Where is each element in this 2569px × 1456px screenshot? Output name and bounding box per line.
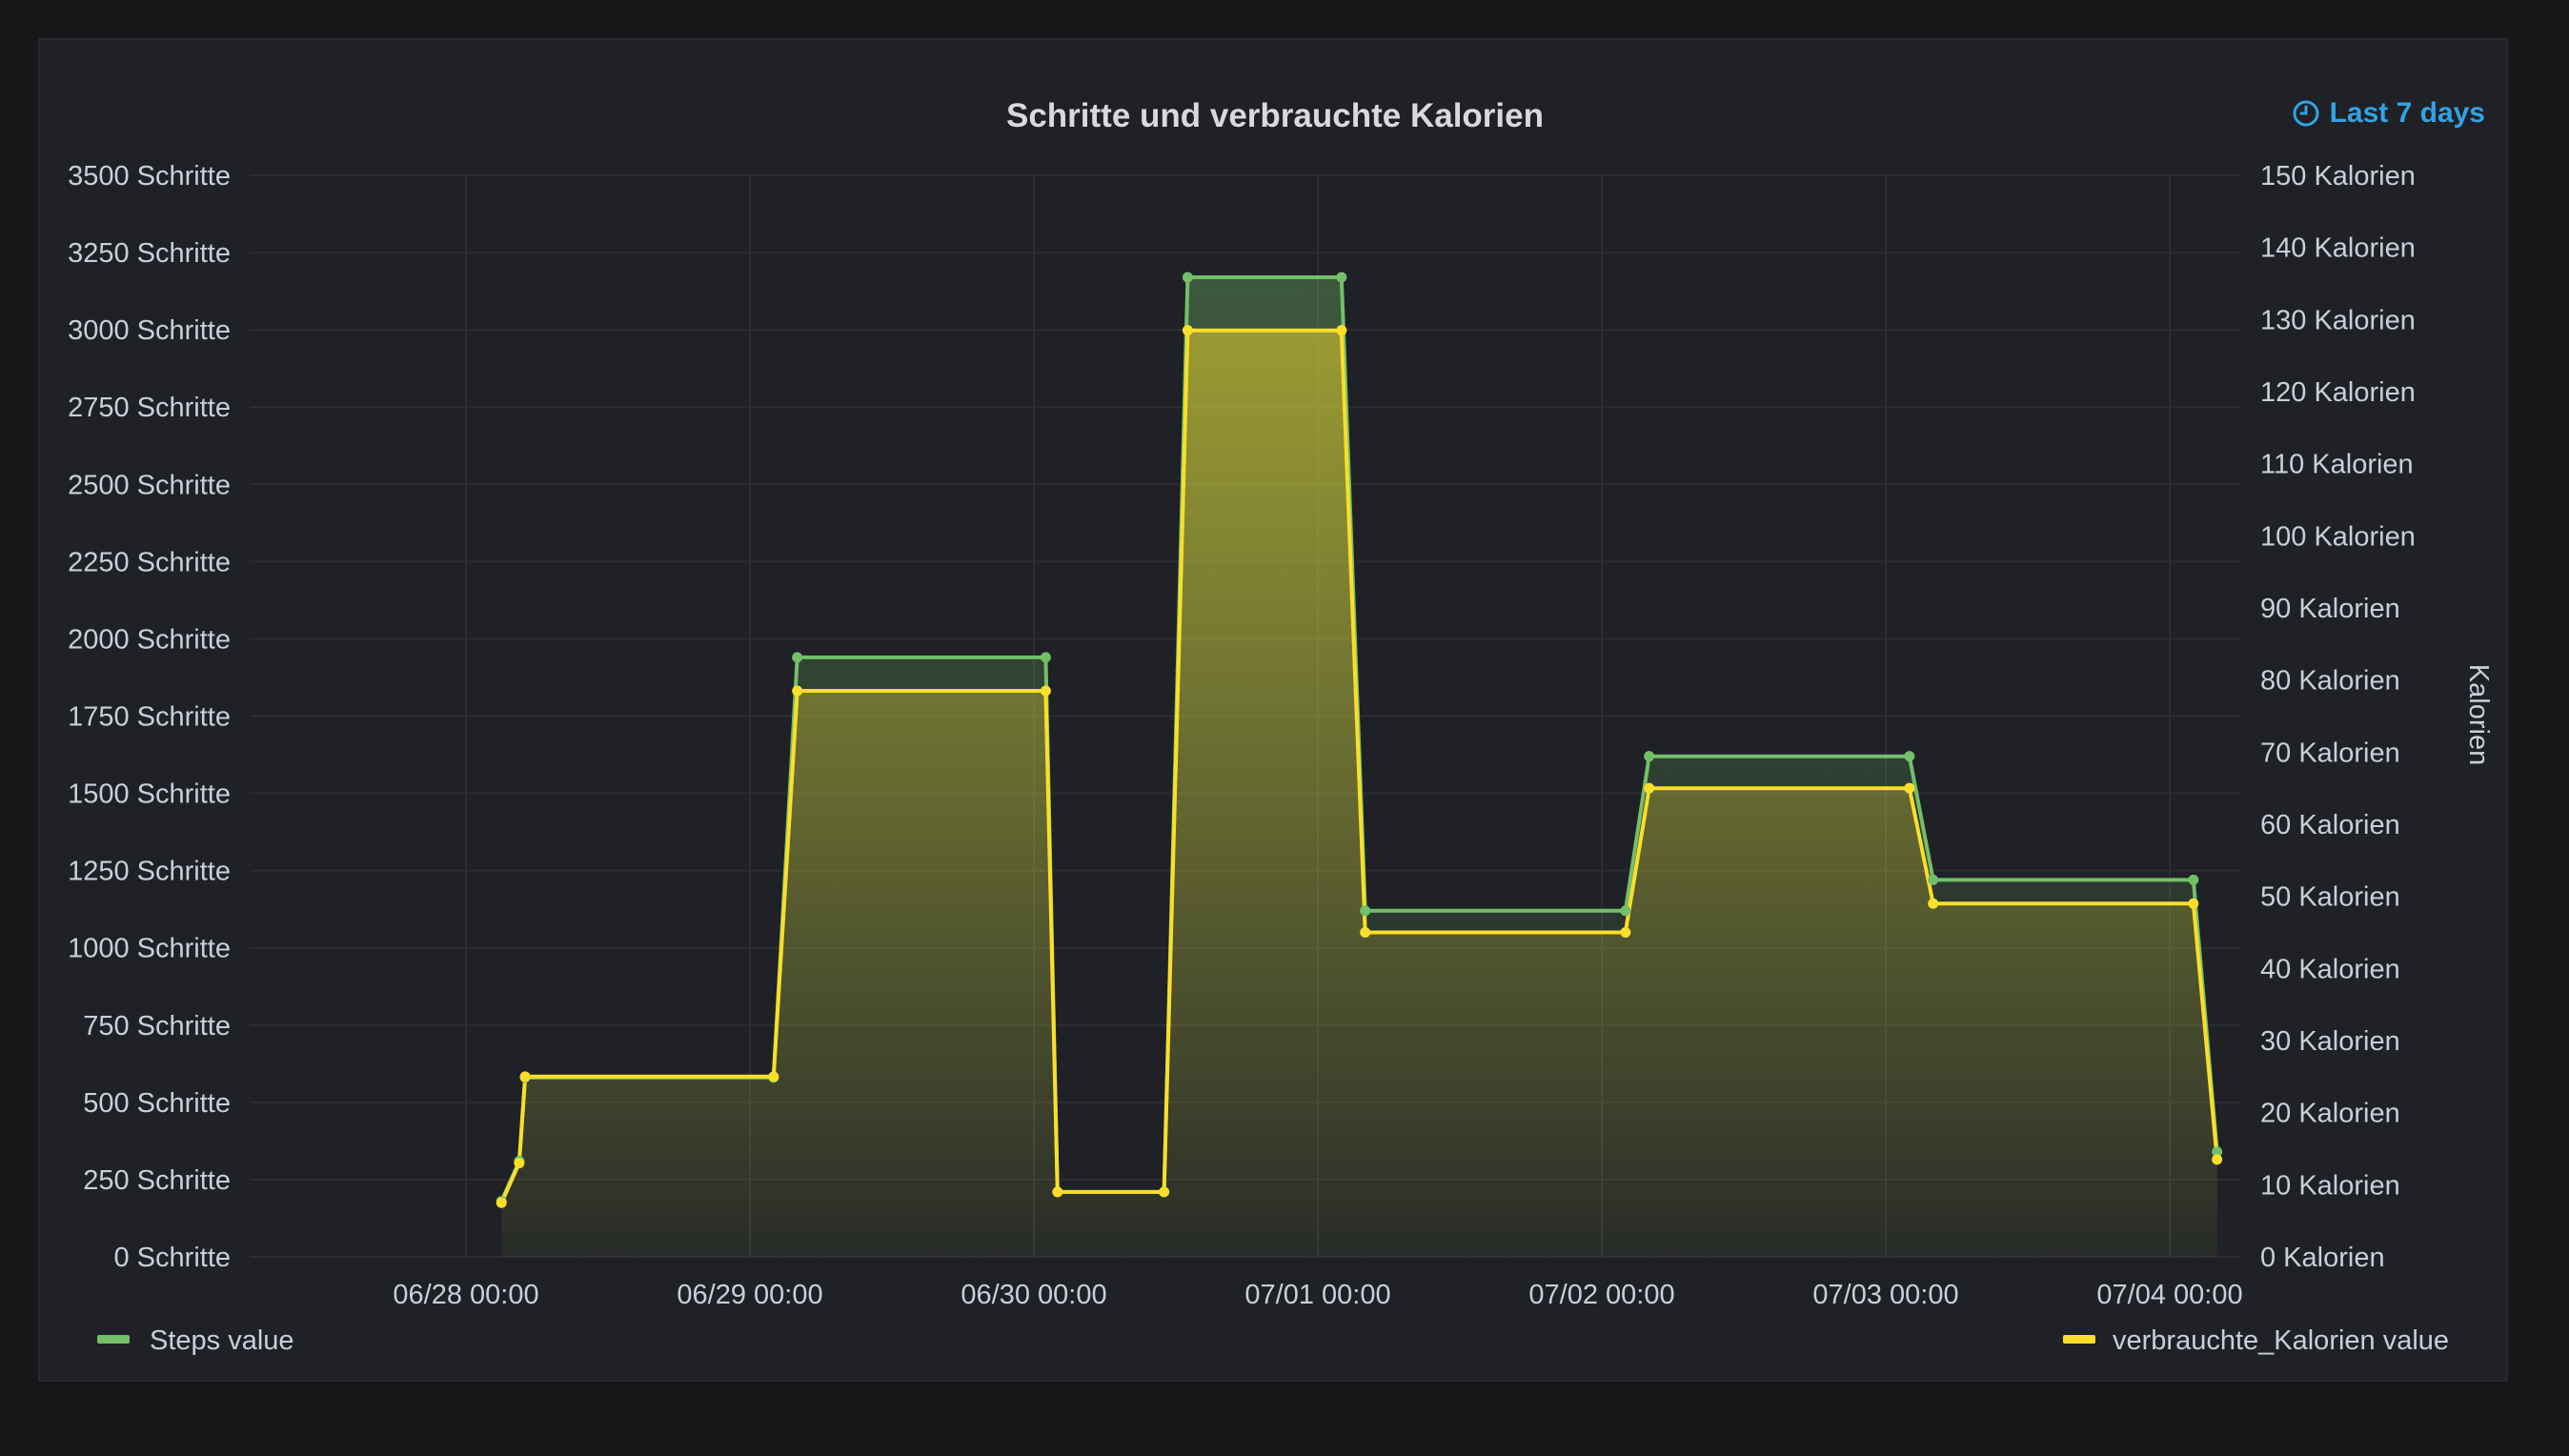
- data-point-steps: [1644, 751, 1655, 762]
- y-tick-left: 2250 Schritte: [68, 547, 231, 577]
- data-point-steps: [792, 652, 803, 663]
- data-point-steps: [1336, 272, 1347, 283]
- x-axis: 06/28 00:00 06/29 00:00 06/30 00:00 07/01 0…: [393, 1280, 2242, 1310]
- data-point-calories: [496, 1197, 507, 1208]
- y-tick-right: 150 Kalorien: [2260, 161, 2416, 192]
- y-tick-right: 110 Kalorien: [2260, 450, 2414, 480]
- y-axis-left: 0 Schritte 250 Schritte 500 Schritte 750 Sc…: [68, 161, 231, 1273]
- y-tick-left: 1250 Schritte: [68, 857, 231, 887]
- data-point-steps: [1182, 272, 1193, 283]
- data-point-calories: [1040, 685, 1051, 697]
- y-tick-right: 90 Kalorien: [2260, 594, 2400, 624]
- y-tick-right: 80 Kalorien: [2260, 666, 2400, 697]
- y-tick-right: 70 Kalorien: [2260, 738, 2400, 768]
- data-point-calories: [1182, 325, 1193, 336]
- y-axis-right: 0 Kalorien 10 Kalorien 20 Kalorien 30 Kalor…: [2260, 161, 2416, 1273]
- data-point-calories: [519, 1071, 531, 1082]
- x-tick: 07/04 00:00: [2096, 1280, 2242, 1310]
- data-point-calories: [1904, 782, 1915, 794]
- time-range-label: Last 7 days: [2329, 97, 2485, 129]
- y-axis-right-label: Kalorien: [2463, 664, 2494, 765]
- data-point-calories: [1620, 927, 1631, 938]
- y-tick-right: 130 Kalorien: [2260, 305, 2416, 335]
- y-tick-left: 2500 Schritte: [68, 470, 231, 500]
- data-point-steps: [1040, 652, 1051, 663]
- y-tick-left: 1000 Schritte: [68, 934, 231, 964]
- data-point-steps: [1360, 905, 1371, 917]
- y-tick-right: 50 Kalorien: [2260, 882, 2400, 913]
- y-tick-right: 10 Kalorien: [2260, 1170, 2400, 1201]
- series-points: [496, 272, 2223, 1208]
- data-point-calories: [2188, 898, 2199, 909]
- y-tick-right: 60 Kalorien: [2260, 810, 2400, 840]
- y-tick-left: 3500 Schritte: [68, 161, 231, 192]
- y-tick-right: 40 Kalorien: [2260, 954, 2400, 984]
- legend-swatch-calories: [2063, 1335, 2095, 1344]
- y-tick-left: 2000 Schritte: [68, 624, 231, 655]
- y-tick-left: 0 Schritte: [114, 1243, 232, 1273]
- x-tick: 07/02 00:00: [1528, 1280, 1674, 1310]
- data-point-calories: [1052, 1186, 1063, 1198]
- y-tick-left: 750 Schritte: [83, 1011, 231, 1041]
- x-tick: 06/28 00:00: [393, 1280, 538, 1310]
- y-tick-right: 0 Kalorien: [2260, 1243, 2385, 1273]
- legend: Steps value verbrauchte_Kalorien value: [97, 1325, 2449, 1356]
- y-tick-left: 3000 Schritte: [68, 315, 231, 346]
- x-tick: 06/29 00:00: [677, 1280, 822, 1310]
- legend-label-steps: Steps value: [150, 1325, 294, 1356]
- data-point-calories: [792, 685, 803, 697]
- y-tick-left: 2750 Schritte: [68, 393, 231, 423]
- x-tick: 06/30 00:00: [961, 1280, 1106, 1310]
- data-point-calories: [1159, 1186, 1170, 1198]
- y-tick-left: 250 Schritte: [83, 1165, 231, 1196]
- x-tick: 07/03 00:00: [1812, 1280, 1958, 1310]
- y-tick-left: 3250 Schritte: [68, 238, 231, 269]
- data-point-steps: [1904, 751, 1915, 762]
- y-tick-right: 100 Kalorien: [2260, 521, 2416, 552]
- y-tick-right: 20 Kalorien: [2260, 1099, 2400, 1129]
- data-point-calories: [1928, 898, 1939, 909]
- y-tick-left: 1500 Schritte: [68, 779, 231, 810]
- data-point-calories: [1336, 325, 1347, 336]
- data-point-calories: [2212, 1154, 2223, 1165]
- data-point-steps: [1928, 874, 1939, 885]
- data-point-calories: [514, 1158, 525, 1169]
- data-point-steps: [1620, 905, 1631, 917]
- y-tick-right: 30 Kalorien: [2260, 1026, 2400, 1057]
- y-tick-left: 1750 Schritte: [68, 702, 231, 733]
- y-tick-left: 500 Schritte: [83, 1088, 231, 1119]
- legend-swatch-steps: [97, 1335, 130, 1344]
- data-point-steps: [2212, 1146, 2223, 1158]
- data-point-calories: [1360, 927, 1371, 938]
- data-point-steps: [2188, 874, 2199, 885]
- data-point-calories: [768, 1071, 779, 1082]
- time-range-picker[interactable]: Last 7 days: [2292, 97, 2485, 130]
- x-tick: 07/01 00:00: [1244, 1280, 1390, 1310]
- y-tick-right: 120 Kalorien: [2260, 377, 2416, 408]
- panel-title: Schritte und verbrauchte Kalorien: [1005, 97, 1545, 134]
- legend-label-calories: verbrauchte_Kalorien value: [2113, 1325, 2449, 1356]
- clock-icon: [2293, 100, 2319, 127]
- y-tick-right: 140 Kalorien: [2260, 233, 2416, 264]
- data-point-calories: [1644, 782, 1655, 794]
